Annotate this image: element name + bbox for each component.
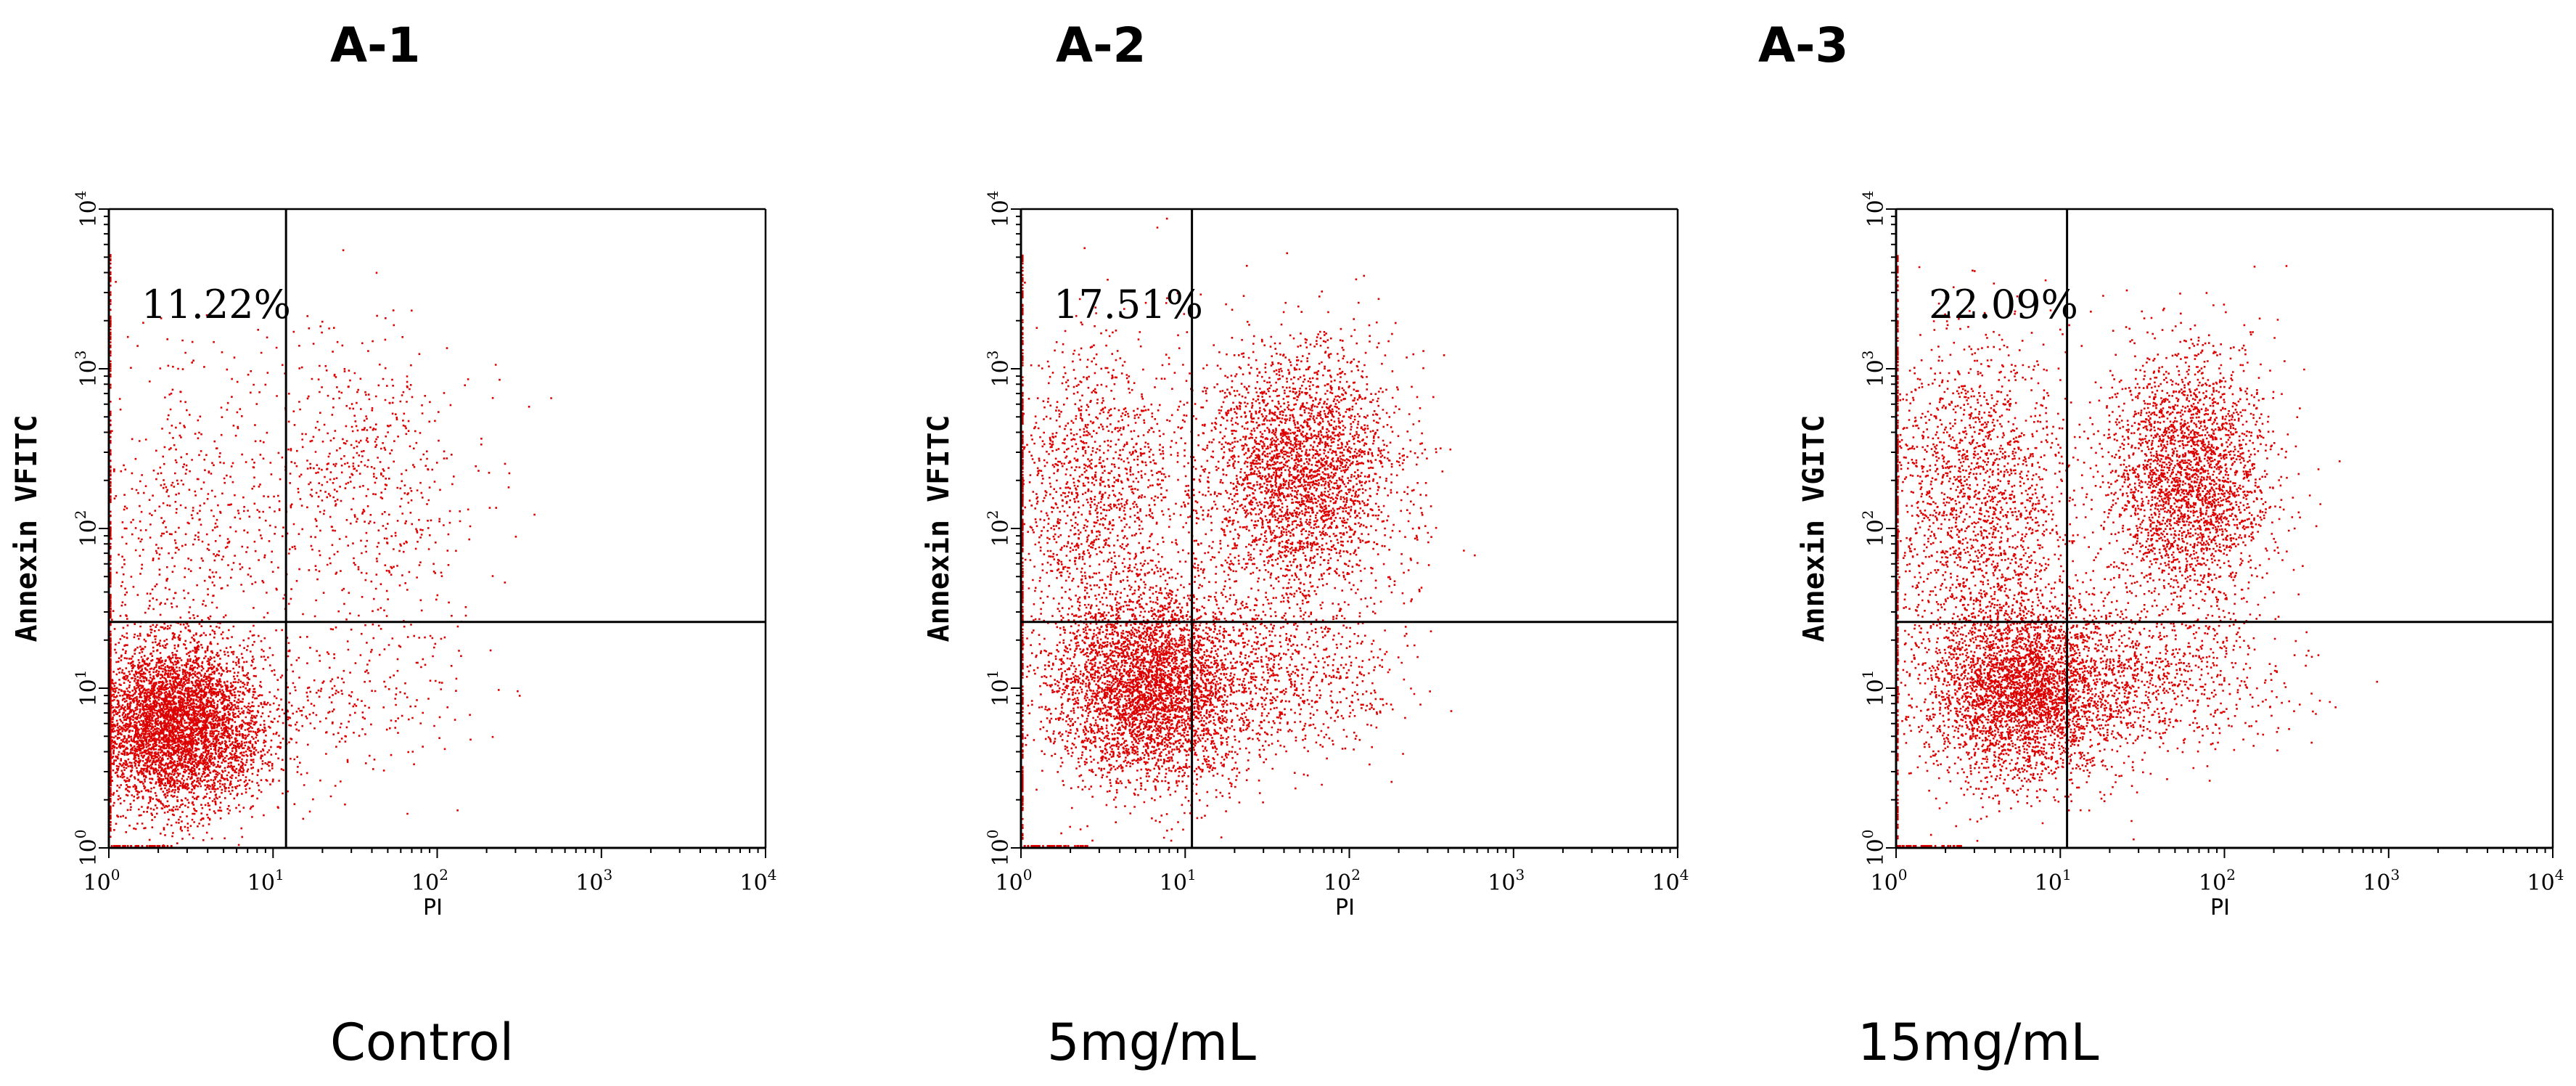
scatter-series-late-apoptotic (2059, 265, 2341, 720)
early-apoptosis-percentage: 17.51% (1054, 282, 1203, 327)
y-tick-label: 101 (1859, 670, 1889, 707)
y-tick-label: 100 (984, 830, 1014, 867)
x-tick-label: 103 (2363, 866, 2400, 896)
panel-a2: A-2 100 101 102 103 104 100 101 102 103 104 PI Anne… (922, 17, 1689, 1072)
y-axis-label: Annexin VFITC (10, 415, 44, 642)
y-tick-label: 101 (72, 670, 102, 707)
x-axis-label: PI (423, 895, 443, 920)
y-tick-label: 103 (72, 351, 102, 388)
scatter-series-late-apoptotic (1139, 252, 1476, 716)
panel-caption: 15mg/mL (1858, 1013, 2099, 1072)
x-axis-label: PI (1335, 895, 1355, 920)
x-tick-label: 103 (1488, 866, 1525, 896)
x-tick-label: 101 (2035, 866, 2072, 896)
scatter-series-necrotic (201, 580, 521, 815)
scatter-plot-a3: 100 101 102 103 104 100 101 102 103 104 PI Annexin … (1797, 191, 2564, 920)
scatter-plot-a1: 100 101 102 103 104 100 101 102 103 104 PI Annexin … (10, 191, 776, 920)
panel-title: A-3 (1758, 17, 1848, 73)
scatter-series-early-apoptotic (1022, 217, 1263, 784)
early-apoptosis-percentage: 22.09% (1929, 282, 2078, 327)
y-tick-label: 101 (984, 670, 1014, 707)
scatter-series-live-cells (1022, 494, 1318, 849)
x-tick-label: 101 (1160, 866, 1197, 896)
panel-a1: A-1 100 101 102 103 104 100 101 102 103 104 PI Anne… (10, 17, 776, 1072)
x-tick-label: 100 (1871, 866, 1908, 896)
panel-caption: 5mg/mL (1047, 1013, 1256, 1072)
scatter-series-necrotic (1998, 540, 2379, 782)
y-axis-label: Annexin VGITC (1797, 415, 1831, 642)
scatter-series-late-apoptotic (199, 249, 552, 718)
axis-ticks (1886, 208, 2554, 858)
y-tick-label: 102 (72, 510, 102, 547)
x-tick-label: 100 (996, 866, 1033, 896)
y-tick-label: 104 (984, 191, 1014, 228)
scatter-plot-a2: 100 101 102 103 104 100 101 102 103 104 PI Annexin … (922, 191, 1689, 920)
panel-title: A-1 (330, 17, 420, 73)
x-axis-label: PI (2210, 895, 2230, 920)
x-tick-label: 104 (740, 866, 777, 896)
x-tick-label: 100 (83, 866, 120, 896)
axis-ticks (99, 208, 766, 858)
x-tick-label: 103 (575, 866, 612, 896)
x-tick-label: 104 (1652, 866, 1689, 896)
axis-ticks (1011, 208, 1678, 858)
y-tick-label: 100 (1859, 830, 1889, 867)
y-tick-label: 103 (1859, 351, 1889, 388)
y-axis-label: Annexin VFITC (922, 415, 956, 642)
y-tick-label: 100 (72, 830, 102, 867)
panel-title: A-2 (1056, 17, 1146, 73)
axis-edge-events (1896, 255, 1962, 847)
y-tick-label: 103 (984, 351, 1014, 388)
y-tick-label: 102 (984, 510, 1014, 547)
x-tick-label: 102 (2199, 866, 2236, 896)
x-tick-label: 104 (2527, 866, 2564, 896)
scatter-series-early-apoptotic (1897, 266, 2143, 756)
y-tick-label: 104 (72, 191, 102, 228)
panel-a3: A-3 100 101 102 103 104 100 101 102 103 104 PI Anne… (1758, 17, 2564, 1072)
y-tick-label: 102 (1859, 510, 1889, 547)
x-tick-label: 102 (411, 866, 448, 896)
early-apoptosis-percentage: 11.22% (141, 282, 291, 327)
panel-caption: Control (330, 1013, 514, 1072)
x-tick-label: 102 (1324, 866, 1361, 896)
y-tick-label: 104 (1859, 191, 1889, 228)
x-tick-label: 101 (247, 866, 284, 896)
scatter-series-live-cells (110, 563, 350, 849)
